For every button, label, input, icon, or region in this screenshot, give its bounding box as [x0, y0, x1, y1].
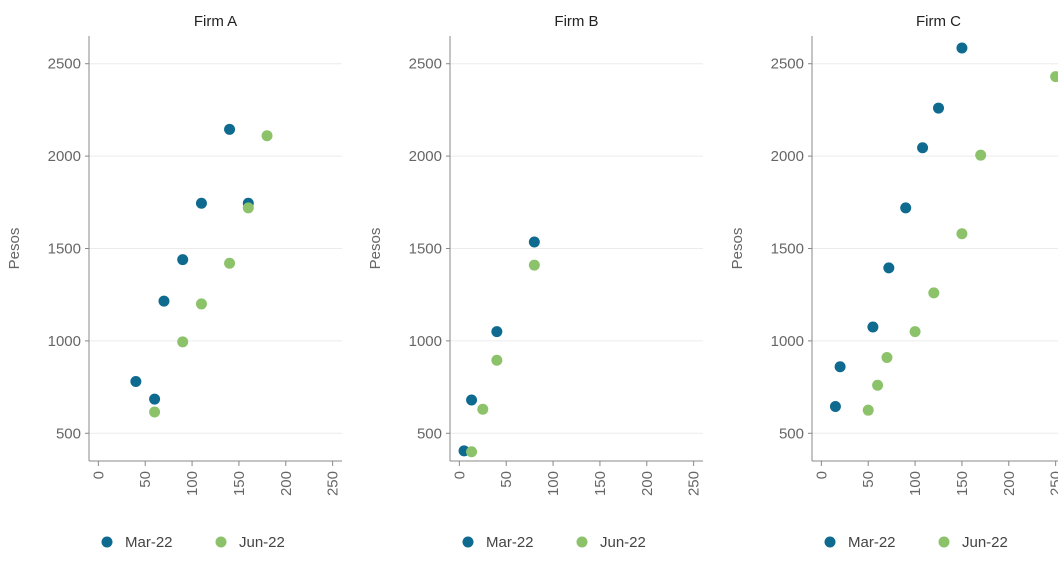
y-tick-label: 2000: [48, 148, 81, 165]
panel-title: Firm A: [194, 13, 237, 30]
x-tick-label: 100: [907, 471, 924, 496]
point-jun-22: [872, 379, 884, 391]
legend: Mar-22 Jun-22: [824, 534, 1008, 551]
point-mar-22: [528, 236, 540, 248]
legend-label: Mar-22: [848, 534, 896, 551]
y-tick-label: 2000: [409, 148, 442, 165]
chart-panel-2: 500 1000 1500 2000 2500 0 50 100 150 200 250 Firm B…: [367, 13, 703, 551]
x-tick-label: 150: [954, 471, 971, 496]
y-tick-label: 2500: [409, 56, 442, 73]
y-tick-label: 1000: [771, 333, 804, 350]
point-jun-22: [149, 406, 161, 418]
point-jun-22: [862, 404, 874, 416]
legend-marker: [215, 536, 227, 548]
point-mar-22: [956, 42, 968, 54]
legend-label: Jun-22: [239, 534, 285, 551]
point-mar-22: [867, 321, 879, 333]
x-tick-label: 50: [860, 471, 877, 488]
point-jun-22: [477, 403, 489, 415]
point-mar-22: [149, 393, 161, 405]
y-tick-label: 2500: [771, 56, 804, 73]
legend-label: Mar-22: [125, 534, 173, 551]
legend: Mar-22 Jun-22: [101, 534, 285, 551]
x-tick-label: 100: [545, 471, 562, 496]
x-tick-label: 150: [592, 471, 609, 496]
y-tick-label: 500: [417, 425, 442, 442]
point-mar-22: [195, 197, 207, 209]
y-axis-title: Pesos: [367, 228, 384, 270]
point-mar-22: [883, 262, 895, 274]
point-mar-22: [224, 123, 236, 135]
legend-label: Jun-22: [600, 534, 646, 551]
point-jun-22: [956, 228, 968, 240]
point-jun-22: [242, 202, 254, 214]
point-mar-22: [491, 326, 503, 338]
x-tick-label: 50: [137, 471, 154, 488]
x-tick-label: 200: [278, 471, 295, 496]
y-tick-label: 1500: [48, 241, 81, 258]
y-tick-label: 1500: [771, 241, 804, 258]
y-tick-label: 1000: [409, 333, 442, 350]
x-tick-label: 50: [498, 471, 515, 488]
legend-marker: [462, 536, 474, 548]
point-mar-22: [829, 400, 841, 412]
y-tick-label: 500: [56, 425, 81, 442]
point-jun-22: [224, 257, 236, 269]
point-jun-22: [909, 326, 921, 338]
legend-marker: [101, 536, 113, 548]
point-mar-22: [177, 254, 189, 266]
point-jun-22: [177, 336, 189, 348]
y-tick-label: 2000: [771, 148, 804, 165]
x-tick-label: 250: [686, 471, 703, 496]
point-mar-22: [158, 295, 170, 307]
point-mar-22: [834, 361, 846, 373]
y-tick-label: 500: [779, 425, 804, 442]
point-mar-22: [933, 102, 944, 114]
point-mar-22: [130, 376, 142, 388]
point-mar-22: [466, 394, 478, 406]
x-tick-label: 0: [813, 471, 830, 479]
x-tick-label: 250: [1048, 471, 1058, 496]
y-tick-label: 1000: [48, 333, 81, 350]
x-tick-label: 0: [90, 471, 107, 479]
panel-title: Firm B: [554, 13, 598, 30]
legend-marker: [576, 536, 588, 548]
point-mar-22: [917, 142, 929, 154]
legend-marker: [938, 536, 950, 548]
point-jun-22: [491, 354, 503, 366]
x-tick-label: 200: [1001, 471, 1018, 496]
y-tick-label: 2500: [48, 56, 81, 73]
point-jun-22: [1050, 71, 1058, 83]
legend-marker: [824, 536, 836, 548]
chart-panel-1: 500 1000 1500 2000 2500 0 50 100 150 200 250 Firm A…: [6, 13, 342, 551]
point-jun-22: [261, 130, 273, 142]
legend: Mar-22 Jun-22: [462, 534, 646, 551]
legend-label: Mar-22: [486, 534, 534, 551]
x-tick-label: 150: [231, 471, 248, 496]
point-jun-22: [975, 149, 987, 161]
chart-panel-3: 500 1000 1500 2000 2500 0 50 100 150 200 250 Firm C…: [729, 13, 1058, 551]
point-jun-22: [195, 298, 207, 310]
legend-label: Jun-22: [962, 534, 1008, 551]
point-jun-22: [466, 446, 478, 458]
x-tick-label: 200: [639, 471, 656, 496]
point-jun-22: [528, 259, 540, 271]
y-axis-title: Pesos: [6, 228, 23, 270]
panel-title: Firm C: [916, 13, 961, 30]
point-mar-22: [900, 202, 912, 214]
y-tick-label: 1500: [409, 241, 442, 258]
y-axis-title: Pesos: [729, 228, 746, 270]
x-tick-label: 0: [451, 471, 468, 479]
point-jun-22: [928, 287, 940, 299]
x-tick-label: 100: [184, 471, 201, 496]
point-jun-22: [881, 352, 893, 364]
x-tick-label: 250: [325, 471, 342, 496]
